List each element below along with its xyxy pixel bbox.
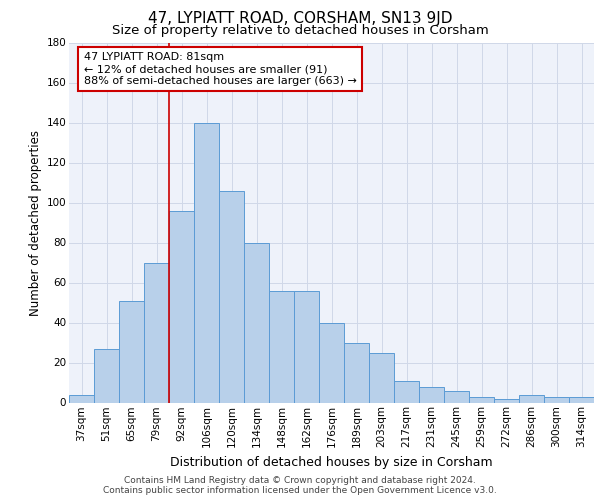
Bar [319,322,344,402]
Bar [219,190,244,402]
Y-axis label: Number of detached properties: Number of detached properties [29,130,43,316]
Bar [519,394,544,402]
Bar [469,396,494,402]
Bar [294,290,319,403]
Bar [444,390,469,402]
X-axis label: Distribution of detached houses by size in Corsham: Distribution of detached houses by size … [170,456,493,468]
Bar [344,342,369,402]
Bar [544,396,569,402]
Bar [569,396,594,402]
Bar [194,122,219,402]
Text: 47, LYPIATT ROAD, CORSHAM, SN13 9JD: 47, LYPIATT ROAD, CORSHAM, SN13 9JD [148,11,452,26]
Bar [94,348,119,403]
Bar [394,380,419,402]
Bar [169,210,194,402]
Bar [244,242,269,402]
Bar [69,394,94,402]
Bar [269,290,294,403]
Bar [419,386,444,402]
Text: 47 LYPIATT ROAD: 81sqm
← 12% of detached houses are smaller (91)
88% of semi-det: 47 LYPIATT ROAD: 81sqm ← 12% of detached… [84,52,357,86]
Text: Contains HM Land Registry data © Crown copyright and database right 2024.
Contai: Contains HM Land Registry data © Crown c… [103,476,497,495]
Bar [144,262,169,402]
Bar [494,398,519,402]
Bar [119,300,144,402]
Text: Size of property relative to detached houses in Corsham: Size of property relative to detached ho… [112,24,488,37]
Bar [369,352,394,403]
